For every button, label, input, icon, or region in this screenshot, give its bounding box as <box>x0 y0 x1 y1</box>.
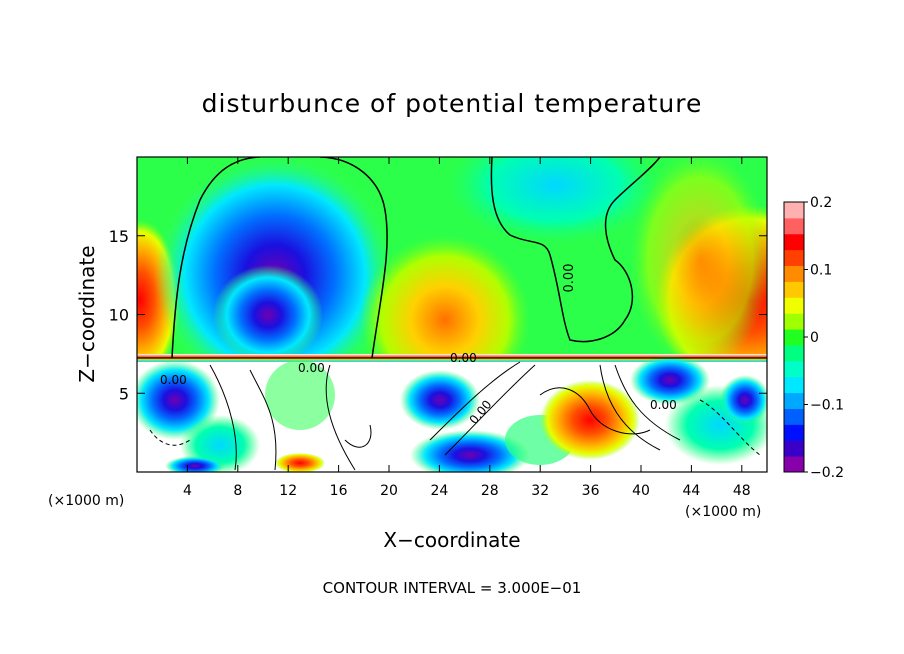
contour-label: 0.00 <box>562 264 577 293</box>
x-unit-label-right: (×1000 m) <box>685 504 761 520</box>
contour-label: 0.00 <box>160 373 187 387</box>
lower-warm-mid <box>540 380 640 460</box>
colorbar-swatch <box>784 440 804 457</box>
colorbar-tick-label: 0.2 <box>810 195 832 211</box>
lower-cold-mid <box>400 370 480 430</box>
x-tick-label: 32 <box>531 483 549 499</box>
x-tick-label: 28 <box>481 483 499 499</box>
plot-area <box>137 157 767 472</box>
colorbar-tick-label: −0.1 <box>810 398 844 414</box>
colorbar-tick-label: 0.1 <box>810 263 832 279</box>
x-tick-label: 20 <box>380 483 398 499</box>
warm-region-right-outer <box>630 157 767 370</box>
y-tick-label: 15 <box>109 227 129 246</box>
cold-plume-core <box>213 265 323 365</box>
turb-contour-1 <box>209 364 277 471</box>
zero-contour-right <box>490 157 661 343</box>
colorbar-tick-label: 0 <box>810 330 819 346</box>
y-tick-label: 5 <box>119 384 129 403</box>
colorbar-swatch <box>784 408 804 425</box>
colorbar-swatch <box>784 313 804 330</box>
colorbar-swatch <box>784 360 804 378</box>
colorbar-swatch <box>784 329 804 346</box>
turb-contour-3 <box>429 361 536 456</box>
chart-title: disturbunce of potential temperature <box>202 89 703 118</box>
x-tick-label: 48 <box>733 483 751 499</box>
y-tick-label: 10 <box>109 306 129 325</box>
colorbar-swatch <box>784 376 804 394</box>
colorbar-swatch <box>784 217 804 235</box>
contour-interval-note: CONTOUR INTERVAL = 3.000E−01 <box>323 579 582 597</box>
y-axis-title: Z−coordinate <box>75 245 99 382</box>
x-tick-label: 4 <box>183 483 192 499</box>
colorbar-swatch <box>784 297 804 314</box>
colorbar-tick-label: −0.2 <box>810 465 844 481</box>
colorbar-swatch <box>784 281 804 298</box>
colorbar: 0.2 0.1 0 −0.1 −0.2 <box>783 195 844 481</box>
lower-blue-bottom <box>165 456 225 472</box>
x-axis: 4 8 12 16 20 24 28 32 36 40 44 48 <box>183 157 751 499</box>
colorbar-swatch <box>784 456 804 473</box>
lower-green-left <box>265 360 335 430</box>
turb-contour-4 <box>599 364 681 451</box>
y-axis: 5 10 15 <box>109 227 767 403</box>
colorbar-swatch <box>784 392 804 409</box>
colorbar-swatch <box>784 344 804 362</box>
colorbar-swatch <box>784 265 804 282</box>
colorbar-swatch <box>784 249 804 267</box>
x-tick-label: 36 <box>582 483 600 499</box>
colorbar-swatch <box>784 202 804 219</box>
lower-red-bottom <box>275 453 325 472</box>
colorbar-swatch <box>784 424 804 441</box>
x-tick-label: 40 <box>632 483 650 499</box>
turb-contour-5 <box>149 399 761 456</box>
turb-contour-2 <box>325 364 372 471</box>
x-tick-label: 24 <box>430 483 448 499</box>
zero-contour-left <box>171 157 388 359</box>
colorbar-swatch <box>784 233 804 251</box>
lower-cold-mid2 <box>410 430 530 472</box>
contour-label: 0.00 <box>450 351 477 365</box>
x-tick-label: 8 <box>233 483 242 499</box>
x-unit-label-left: (×1000 m) <box>48 493 124 509</box>
x-axis-title: X−coordinate <box>383 528 520 552</box>
contour-label: 0.00 <box>650 398 677 412</box>
x-tick-label: 16 <box>330 483 348 499</box>
turb-contour-6 <box>539 387 651 435</box>
contour-label: 0.00 <box>298 361 325 375</box>
x-tick-label: 12 <box>279 483 297 499</box>
lower-cold-right2 <box>720 375 767 425</box>
x-tick-label: 44 <box>682 483 700 499</box>
